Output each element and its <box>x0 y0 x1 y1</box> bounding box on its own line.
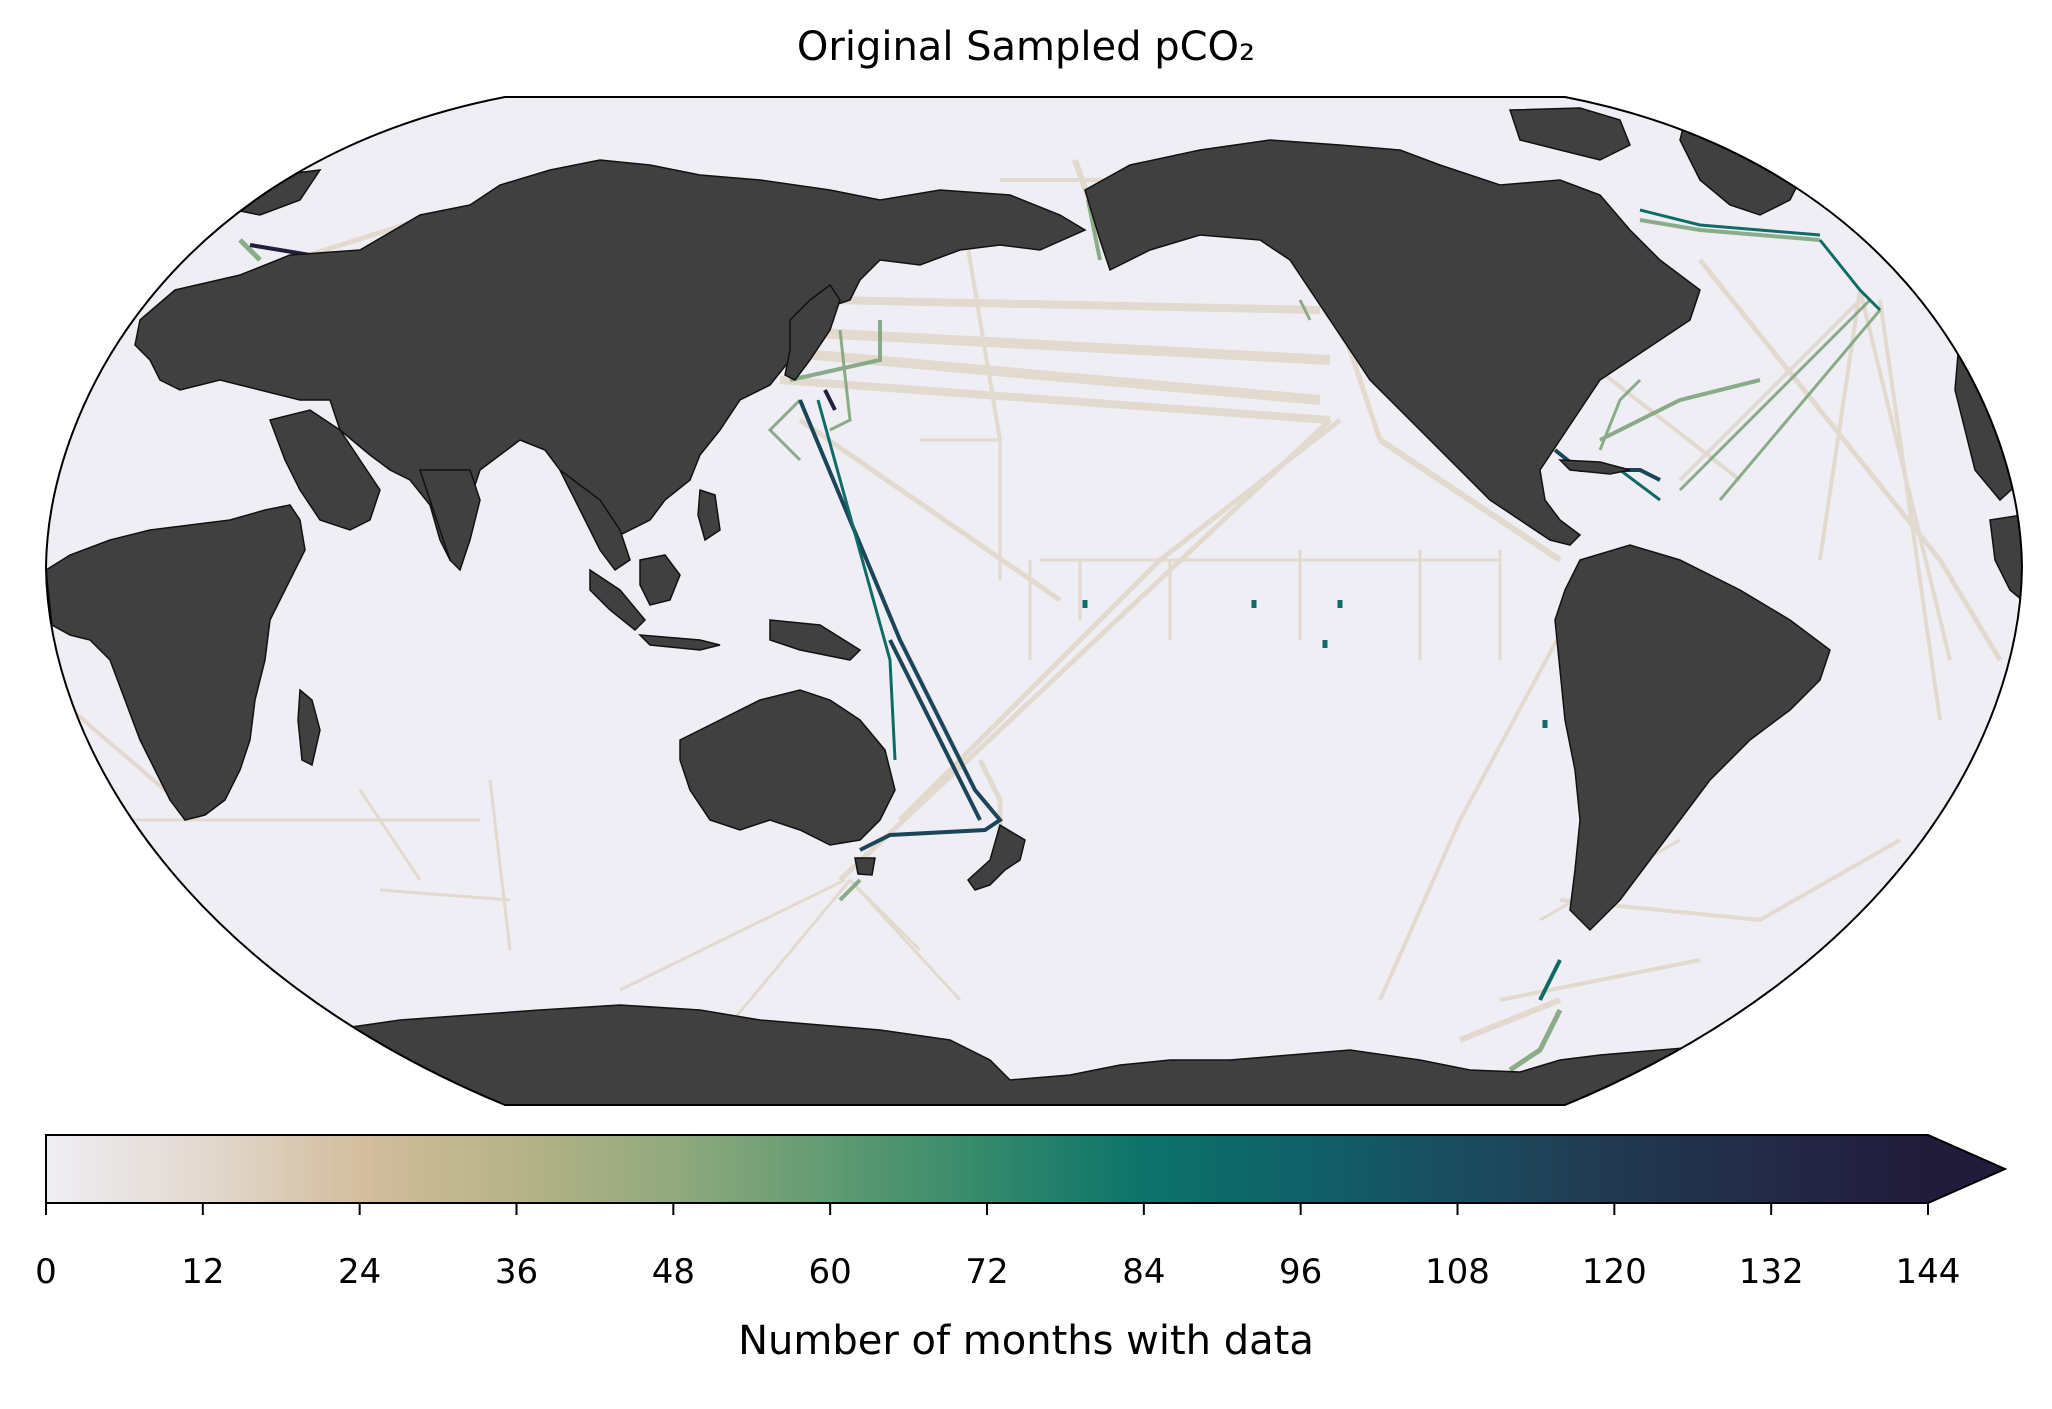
colorbar-extend-arrow <box>1928 1135 2005 1203</box>
globe-outline <box>44 96 2024 1106</box>
land <box>46 99 2022 1105</box>
map-content <box>46 99 2022 1105</box>
land-japan <box>784 283 841 381</box>
land-philippines <box>697 488 721 542</box>
land-australia <box>679 689 896 846</box>
land-south-america <box>1554 544 1831 932</box>
colorbar-tick-label: 72 <box>965 1252 1009 1292</box>
colorbar-tick-label: 12 <box>181 1252 225 1292</box>
colorbar <box>45 1134 2008 1215</box>
land-africa <box>46 504 306 821</box>
land-sumatra <box>589 568 647 632</box>
colorbar-tick-label: 24 <box>338 1252 382 1292</box>
colorbar-label: Number of months with data <box>738 1318 1314 1364</box>
land-cuba <box>1558 459 1631 475</box>
land-tasmania <box>854 857 876 876</box>
colorbar-tick-label: 48 <box>651 1252 695 1292</box>
land-eurasia <box>134 159 1087 562</box>
land-india <box>418 469 481 572</box>
colorbar-tick-label: 108 <box>1425 1252 1490 1292</box>
colorbar-outline <box>45 1134 2008 1204</box>
colorbar-tick-label: 144 <box>1895 1252 1961 1292</box>
colorbar-tick-label: 36 <box>494 1252 539 1292</box>
land-arabia <box>269 409 381 531</box>
colorbar-tick-label: 60 <box>808 1252 852 1292</box>
land-indochina <box>559 469 631 572</box>
land-new-zealand <box>967 823 1026 891</box>
sampling-tracks-mid <box>238 199 1882 1073</box>
colorbar-tick-label: 120 <box>1581 1252 1647 1292</box>
colorbar-tick-label: 96 <box>1279 1252 1323 1292</box>
land-madagascar <box>297 688 321 767</box>
land-west-africa <box>1989 514 2022 602</box>
land-canadian-archipelago <box>1508 107 1631 161</box>
map-title: Original Sampled pCO₂ <box>796 24 1256 70</box>
colorbar-gradient <box>46 1135 1928 1203</box>
colorbar-ticks <box>45 1203 1929 1215</box>
land-north-america <box>1084 139 1701 546</box>
colorbar-tick-label: 132 <box>1738 1252 1804 1292</box>
colorbar-tick-label: 0 <box>35 1252 57 1292</box>
land-java <box>638 634 721 651</box>
colorbar-tick-label: 84 <box>1122 1252 1166 1292</box>
land-borneo <box>639 554 681 606</box>
land-new-guinea <box>769 619 862 661</box>
